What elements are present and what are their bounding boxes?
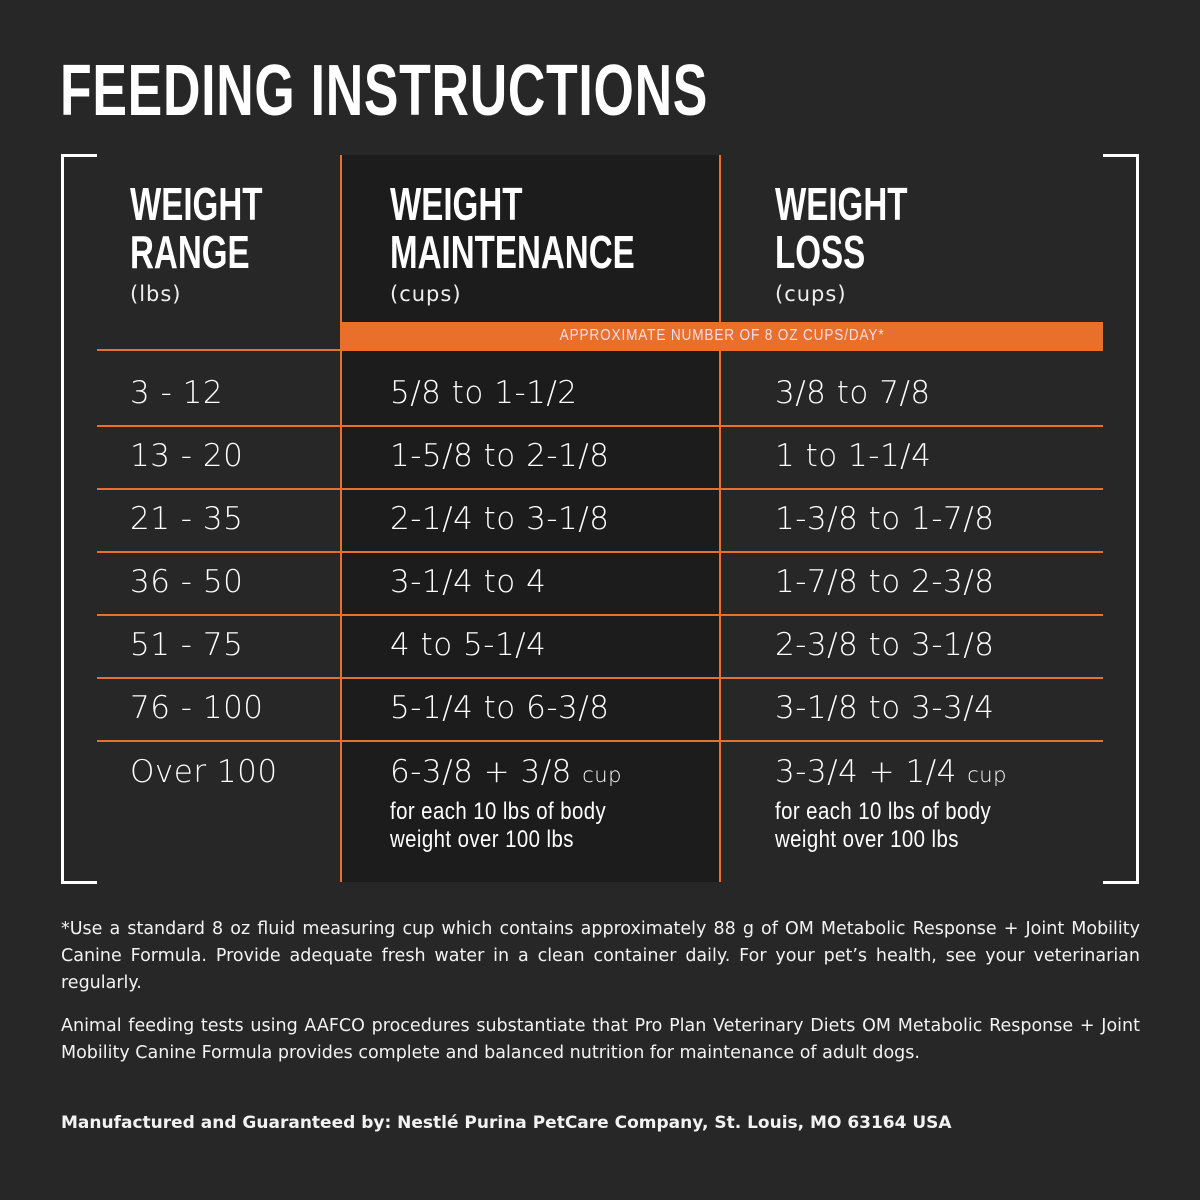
header-unit: (cups): [390, 282, 462, 306]
cups-value: 6-3/8 + 3/8: [390, 754, 572, 790]
maintenance-cups: 1-5/8 to 2-1/8: [390, 438, 610, 474]
page-title: FEEDING INSTRUCTIONS: [60, 51, 709, 131]
maintenance-cups: 6-3/8 + 3/8 cup for each 10 lbs of body …: [390, 754, 644, 854]
footnote-measuring-cup: *Use a standard 8 oz fluid measuring cup…: [61, 919, 1140, 993]
weight-range: 36 - 50: [130, 564, 244, 600]
header-weight-maintenance: WEIGHT MAINTENANCE (cups): [390, 180, 730, 306]
weight-range: 21 - 35: [130, 501, 244, 537]
note-line: weight over 100 lbs: [775, 826, 959, 853]
header-unit: (cups): [775, 282, 847, 306]
loss-cups: 1-7/8 to 2-3/8: [775, 564, 995, 600]
header-unit: (lbs): [130, 282, 182, 306]
row-divider: [97, 551, 1103, 553]
cups-unit: cup: [967, 763, 1007, 787]
banner-text: APPROXIMATE NUMBER OF 8 OZ CUPS/DAY*: [559, 327, 885, 344]
left-bracket: [61, 154, 97, 884]
note-line: for each 10 lbs of body: [390, 798, 607, 825]
maintenance-column-bg: [341, 155, 720, 882]
header-weight-loss: WEIGHT LOSS (cups): [775, 180, 959, 306]
header-weight-range: WEIGHT RANGE (lbs): [130, 180, 314, 306]
loss-cups: 3/8 to 7/8: [775, 375, 931, 411]
note-line: weight over 100 lbs: [390, 826, 574, 853]
maintenance-cups: 2-1/4 to 3-1/8: [390, 501, 610, 537]
cups-per-day-banner: APPROXIMATE NUMBER OF 8 OZ CUPS/DAY*: [341, 322, 1103, 350]
cups-unit: cup: [582, 763, 622, 787]
note-line: for each 10 lbs of body: [775, 798, 992, 825]
weight-range: 13 - 20: [130, 438, 244, 474]
header-line: RANGE: [130, 226, 250, 278]
header-line: WEIGHT: [390, 178, 523, 230]
weight-range: 51 - 75: [130, 627, 244, 663]
loss-cups: 1-3/8 to 1-7/8: [775, 501, 995, 537]
footnote-aafco: Animal feeding tests using AAFCO procedu…: [61, 1016, 1140, 1063]
row-divider: [97, 677, 1103, 679]
loss-cups: 3-3/4 + 1/4 cup for each 10 lbs of body …: [775, 754, 1029, 854]
weight-range: 76 - 100: [130, 690, 264, 726]
maintenance-cups: 5-1/4 to 6-3/8: [390, 690, 610, 726]
header-line: WEIGHT: [775, 178, 908, 230]
cups-value: 3-3/4 + 1/4: [775, 754, 957, 790]
loss-cups: 2-3/8 to 3-1/8: [775, 627, 995, 663]
header-line: MAINTENANCE: [390, 226, 635, 278]
row-divider: [97, 614, 1103, 616]
loss-cups: 3-1/8 to 3-3/4: [775, 690, 995, 726]
maintenance-cups: 4 to 5-1/4: [390, 627, 547, 663]
row-divider: [97, 740, 1103, 742]
column-divider: [340, 155, 342, 882]
manufacturer-info: Manufactured and Guaranteed by: Nestlé P…: [61, 1113, 952, 1133]
header-line: WEIGHT: [130, 178, 263, 230]
maintenance-cups: 3-1/4 to 4: [390, 564, 547, 600]
right-bracket: [1103, 154, 1139, 884]
column-divider: [719, 155, 721, 882]
weight-range: Over 100: [130, 754, 278, 790]
row-divider: [97, 488, 1103, 490]
header-line: LOSS: [775, 226, 866, 278]
maintenance-cups: 5/8 to 1-1/2: [390, 375, 578, 411]
loss-cups: 1 to 1-1/4: [775, 438, 932, 474]
weight-range: 3 - 12: [130, 375, 224, 411]
row-divider: [97, 425, 1103, 427]
row-divider: [97, 349, 1103, 351]
